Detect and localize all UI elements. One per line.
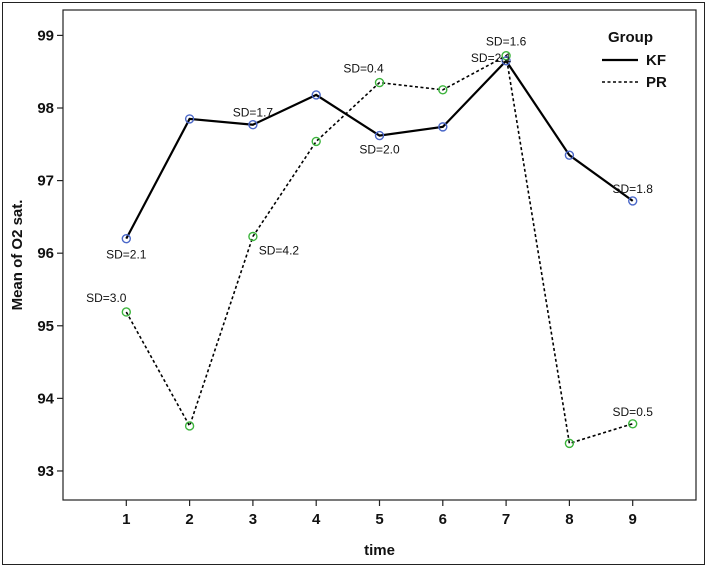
y-tick-label: 97	[37, 173, 54, 190]
sd-annotation: SD=1.8	[613, 182, 654, 196]
sd-annotation: SD=4.2	[259, 243, 300, 257]
point-kf	[501, 56, 511, 66]
sd-annotation: SD=1.7	[233, 106, 274, 120]
point-kf	[564, 150, 575, 160]
sd-annotation: SD=0.5	[613, 405, 654, 419]
x-tick-label: 8	[565, 511, 573, 528]
y-tick-label: 93	[37, 463, 54, 480]
sd-annotation: SD=3.0	[86, 291, 127, 305]
x-tick-label: 5	[375, 511, 383, 528]
y-tick-label: 96	[37, 245, 54, 262]
x-tick-label: 6	[439, 511, 447, 528]
axes: 93 94 95 96 97 98 99 1 2 3 4 5 6 7 8 9 time Mean of O2 sa…	[9, 9, 697, 559]
x-tick-label: 3	[249, 511, 257, 528]
sd-annotation: SD=2.0	[359, 143, 400, 157]
legend-label-kf: KF	[646, 52, 666, 69]
legend: Group KF PR	[602, 29, 667, 91]
y-tick-label: 98	[37, 100, 54, 117]
y-tick-label: 94	[37, 390, 54, 407]
series-line-pr	[125, 54, 633, 445]
point-pr	[184, 421, 195, 431]
point-kf	[374, 130, 385, 141]
legend-label-pr: PR	[646, 74, 667, 91]
y-tick-label: 95	[37, 318, 54, 335]
sd-annotation: SD=2.1	[106, 248, 147, 262]
legend-title: Group	[608, 29, 653, 46]
point-pr	[438, 85, 448, 95]
y-axis-title: Mean of O2 sat.	[9, 200, 26, 311]
sd-annotation: SD=0.4	[343, 62, 384, 76]
x-axis-title: time	[364, 542, 395, 559]
point-pr	[121, 307, 132, 317]
series-markers	[121, 51, 638, 449]
point-pr	[564, 438, 575, 449]
point-kf	[438, 122, 448, 132]
point-pr	[628, 419, 638, 429]
x-tick-label: 4	[312, 511, 321, 528]
x-tick-label: 9	[629, 511, 637, 528]
x-tick-label: 7	[502, 511, 510, 528]
point-pr	[374, 77, 385, 88]
point-kf	[121, 233, 132, 244]
x-tick-label: 1	[122, 511, 130, 528]
series-line-kf	[125, 59, 634, 240]
sd-annotations: SD=2.1 SD=1.7 SD=2.0 SD=2.1 SD=1.8 SD=3.0 SD=4…	[86, 35, 653, 419]
point-kf	[628, 196, 638, 206]
point-kf	[184, 114, 195, 124]
point-pr	[501, 51, 511, 61]
point-pr	[248, 231, 258, 242]
y-tick-label: 99	[37, 27, 54, 44]
x-tick-label: 2	[185, 511, 193, 528]
series-lines	[125, 54, 634, 445]
point-pr	[311, 136, 321, 147]
sd-annotation: SD=2.1	[471, 51, 512, 65]
point-kf	[248, 119, 258, 130]
point-kf	[311, 90, 321, 100]
sd-annotation: SD=1.6	[486, 35, 527, 49]
